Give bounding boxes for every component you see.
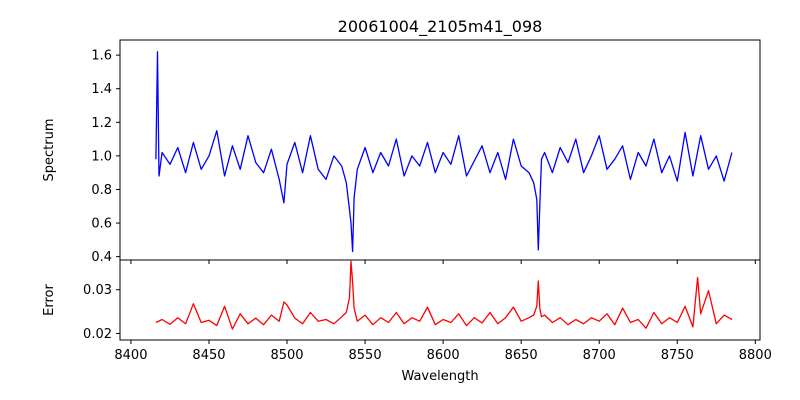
error-axes: 0.02 0.03 8400 8450 8500 8550 8600 8650 8700 8750… — [83, 259, 772, 363]
spectrum-axes: 0.4 0.6 0.8 1.0 1.2 1.4 1.6 — [91, 39, 761, 265]
spectrum-y-tick-label: 0.4 — [91, 250, 112, 265]
spectrum-plot-frame — [119, 39, 761, 261]
error-x-tick-label: 8600 — [427, 348, 460, 363]
spectrum-series-line — [155, 51, 733, 253]
spectrum-y-tick-label: 1.2 — [91, 116, 112, 131]
error-x-tick-label: 8750 — [661, 348, 694, 363]
error-x-tick-label: 8700 — [583, 348, 616, 363]
chart-title: 20061004_2105m41_098 — [338, 17, 543, 37]
error-x-tick-label: 8400 — [114, 348, 147, 363]
error-series-line — [155, 260, 733, 330]
spectrum-y-tick-label: 1.6 — [91, 49, 112, 64]
spectrum-y-tick-label: 1.4 — [91, 82, 112, 97]
error-y-tick-label: 0.03 — [83, 283, 112, 298]
error-x-tick-label: 8550 — [349, 348, 382, 363]
error-x-tick-label: 8450 — [192, 348, 225, 363]
error-y-tick-label: 0.02 — [83, 327, 112, 342]
wavelength-axis-label: Wavelength — [401, 369, 478, 384]
error-x-tick-label: 8650 — [505, 348, 538, 363]
error-x-tick-label: 8500 — [270, 348, 303, 363]
spectrum-y-tick-label: 0.8 — [91, 183, 112, 198]
error-x-tick-label: 8800 — [739, 348, 772, 363]
error-plot-frame — [119, 259, 761, 341]
spectrum-y-tick-label: 1.0 — [91, 149, 112, 164]
spectrum-axis-label: Spectrum — [42, 119, 57, 182]
error-axis-label: Error — [42, 284, 57, 316]
spectrum-y-tick-label: 0.6 — [91, 217, 112, 232]
